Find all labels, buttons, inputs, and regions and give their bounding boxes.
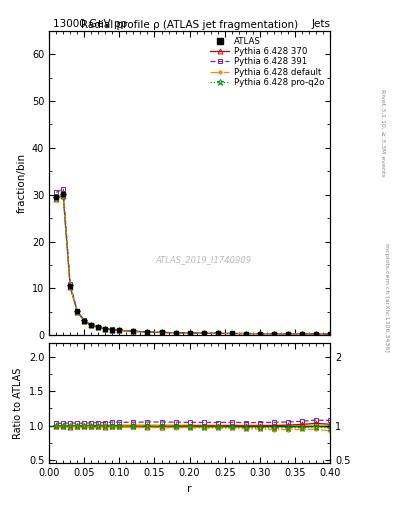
Text: 13000 GeV pp: 13000 GeV pp [53, 19, 127, 30]
Text: Jets: Jets [311, 19, 330, 30]
X-axis label: r: r [187, 484, 192, 494]
Text: mcplots.cern.ch [arXiv:1306.3436]: mcplots.cern.ch [arXiv:1306.3436] [384, 243, 389, 351]
Y-axis label: Ratio to ATLAS: Ratio to ATLAS [13, 368, 23, 439]
Text: ATLAS_2019_I1740909: ATLAS_2019_I1740909 [156, 254, 252, 264]
Title: Radial profile ρ (ATLAS jet fragmentation): Radial profile ρ (ATLAS jet fragmentatio… [81, 20, 298, 30]
Text: Rivet 3.1.10, ≥ 3.3M events: Rivet 3.1.10, ≥ 3.3M events [381, 89, 386, 177]
Y-axis label: fraction/bin: fraction/bin [17, 153, 26, 213]
Legend: ATLAS, Pythia 6.428 370, Pythia 6.428 391, Pythia 6.428 default, Pythia 6.428 pr: ATLAS, Pythia 6.428 370, Pythia 6.428 39… [209, 35, 326, 89]
